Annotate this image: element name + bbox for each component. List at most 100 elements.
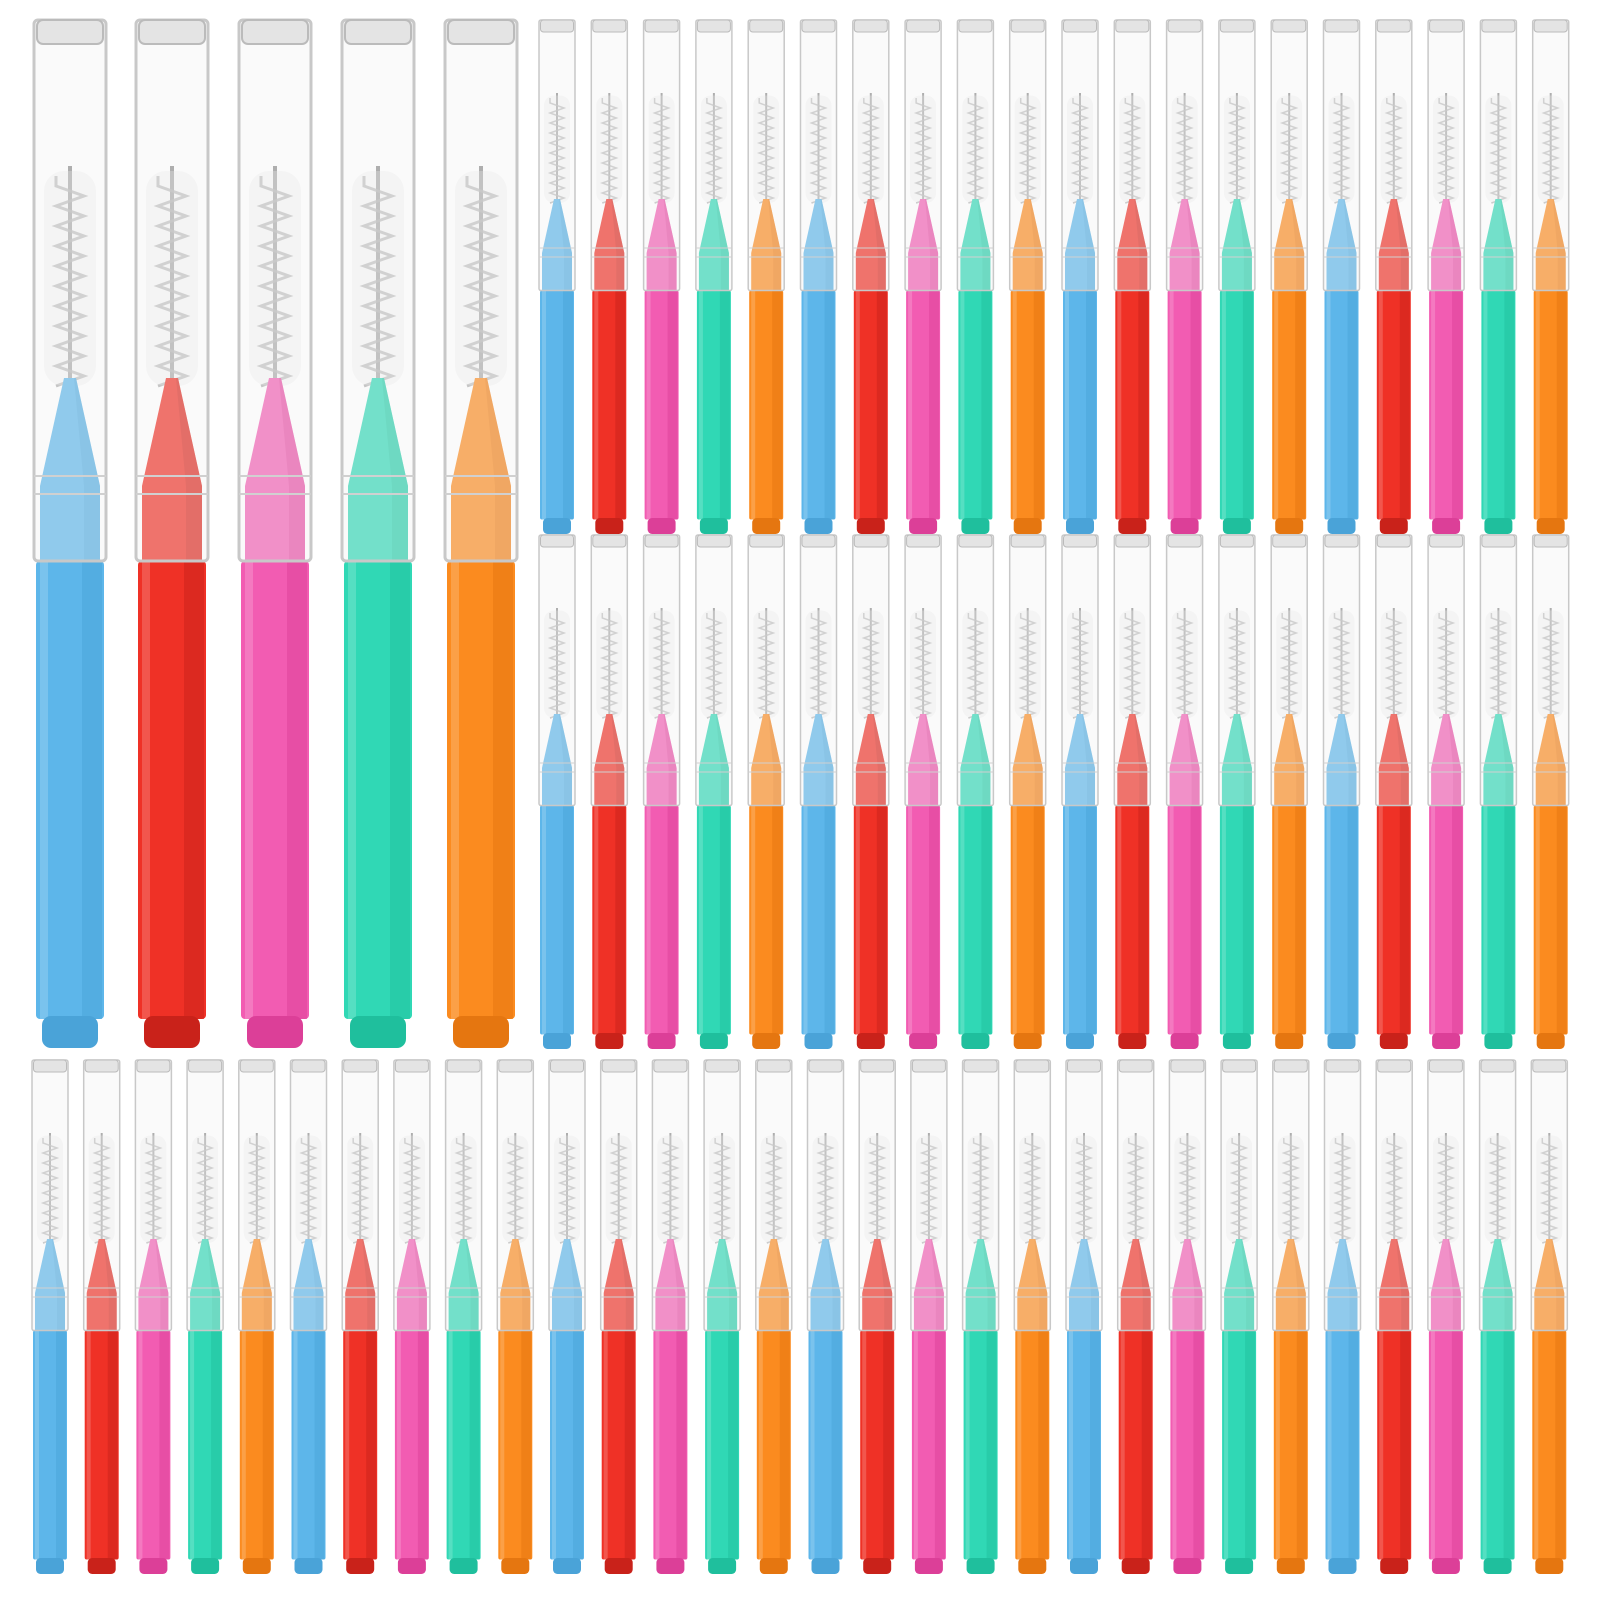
cap (32, 18, 108, 563)
handle-shade (366, 1330, 377, 1560)
brush (393, 1059, 431, 1574)
bristles (809, 613, 828, 719)
cap-top (1533, 534, 1568, 548)
handle-shade (159, 1330, 170, 1560)
brush (806, 1059, 845, 1574)
bristle-haze (805, 610, 832, 718)
tip-shade (872, 714, 886, 806)
bristles (809, 98, 828, 204)
brush (1165, 534, 1204, 1049)
cap (1013, 1059, 1052, 1332)
bristles (153, 176, 191, 388)
handle-highlight (451, 561, 459, 1019)
handle-highlight (500, 1330, 505, 1560)
cap (340, 18, 416, 563)
cap-top (749, 19, 784, 33)
tip-shade (1189, 1239, 1203, 1331)
handle-base (909, 1033, 938, 1049)
bristle-haze (1433, 95, 1460, 203)
tip-shade (1552, 714, 1566, 806)
brush (1165, 19, 1204, 534)
handle-highlight (810, 1330, 815, 1560)
cap (1065, 1059, 1103, 1332)
bristles (971, 1138, 990, 1244)
handle-highlight (86, 1330, 91, 1560)
brush (703, 1059, 741, 1574)
brush (237, 18, 313, 1048)
bristle-haze (1122, 1135, 1149, 1243)
brush (956, 19, 995, 534)
bristles (1489, 98, 1508, 204)
handle-highlight (1535, 805, 1540, 1035)
bristles (609, 1138, 628, 1244)
handle-base (647, 1033, 676, 1049)
cap-top (498, 1059, 533, 1073)
bristle-haze (962, 95, 989, 203)
cap (1530, 1059, 1569, 1332)
handle-shade (287, 561, 307, 1019)
tip-shade (1395, 714, 1409, 806)
cap (341, 1059, 379, 1332)
cap-top (394, 1059, 429, 1073)
handle-shade (493, 561, 513, 1019)
handle-highlight (448, 1330, 453, 1560)
handle-base (1118, 1033, 1147, 1049)
tip-shade (1291, 199, 1305, 291)
handle-highlight (1483, 805, 1488, 1035)
cap-top (344, 19, 412, 45)
brush (1220, 1059, 1258, 1574)
handle-highlight (908, 290, 913, 520)
cap (858, 1059, 896, 1332)
handle-shade (1033, 290, 1044, 520)
handle-shade (667, 290, 678, 520)
cap-top (1115, 534, 1150, 548)
handle-base (752, 1033, 781, 1049)
handle-shade (1347, 805, 1358, 1035)
handle-shade (1245, 1330, 1256, 1560)
tip-shade (620, 1239, 634, 1331)
handle-base (543, 518, 571, 534)
handle-shade (1038, 1330, 1049, 1560)
brush (32, 18, 108, 1048)
handle-base (1275, 1033, 1304, 1049)
handle-base (1276, 1558, 1305, 1574)
bristles (547, 613, 567, 719)
handle-highlight (751, 290, 756, 520)
bristles (1123, 98, 1142, 204)
cap-top (1429, 19, 1464, 33)
handle-highlight (803, 805, 808, 1035)
bristle-haze (709, 1135, 736, 1243)
handle-base (397, 1558, 426, 1574)
bristle-haze (1019, 1135, 1046, 1243)
cap (747, 19, 785, 292)
brush (1013, 1059, 1052, 1574)
cap (1270, 534, 1308, 807)
handle-base (752, 518, 781, 534)
handle-base (36, 1558, 64, 1574)
handle-base (1431, 1558, 1460, 1574)
brush (1322, 534, 1361, 1049)
cap-top (808, 1059, 843, 1073)
bristles (1384, 98, 1404, 204)
handle-highlight (855, 290, 860, 520)
handle-base (1118, 518, 1147, 534)
handle-base (543, 1033, 571, 1049)
handle-highlight (542, 805, 546, 1035)
brush (599, 1059, 638, 1574)
bristles (1070, 98, 1090, 204)
cap-top (447, 19, 515, 45)
handle-highlight (142, 561, 150, 1019)
brush (747, 534, 785, 1049)
handle-shade (1033, 805, 1044, 1035)
bristle-haze (352, 171, 404, 386)
cap-top (540, 534, 574, 548)
handle-shade (1193, 1330, 1204, 1560)
bristles (547, 98, 567, 204)
handle-base (604, 1558, 633, 1574)
cap-top (1273, 1059, 1308, 1073)
bristles (1332, 98, 1351, 204)
bristles (1541, 98, 1560, 204)
handle-highlight (1535, 290, 1540, 520)
brush (82, 1059, 121, 1574)
cap-top (1010, 534, 1045, 548)
